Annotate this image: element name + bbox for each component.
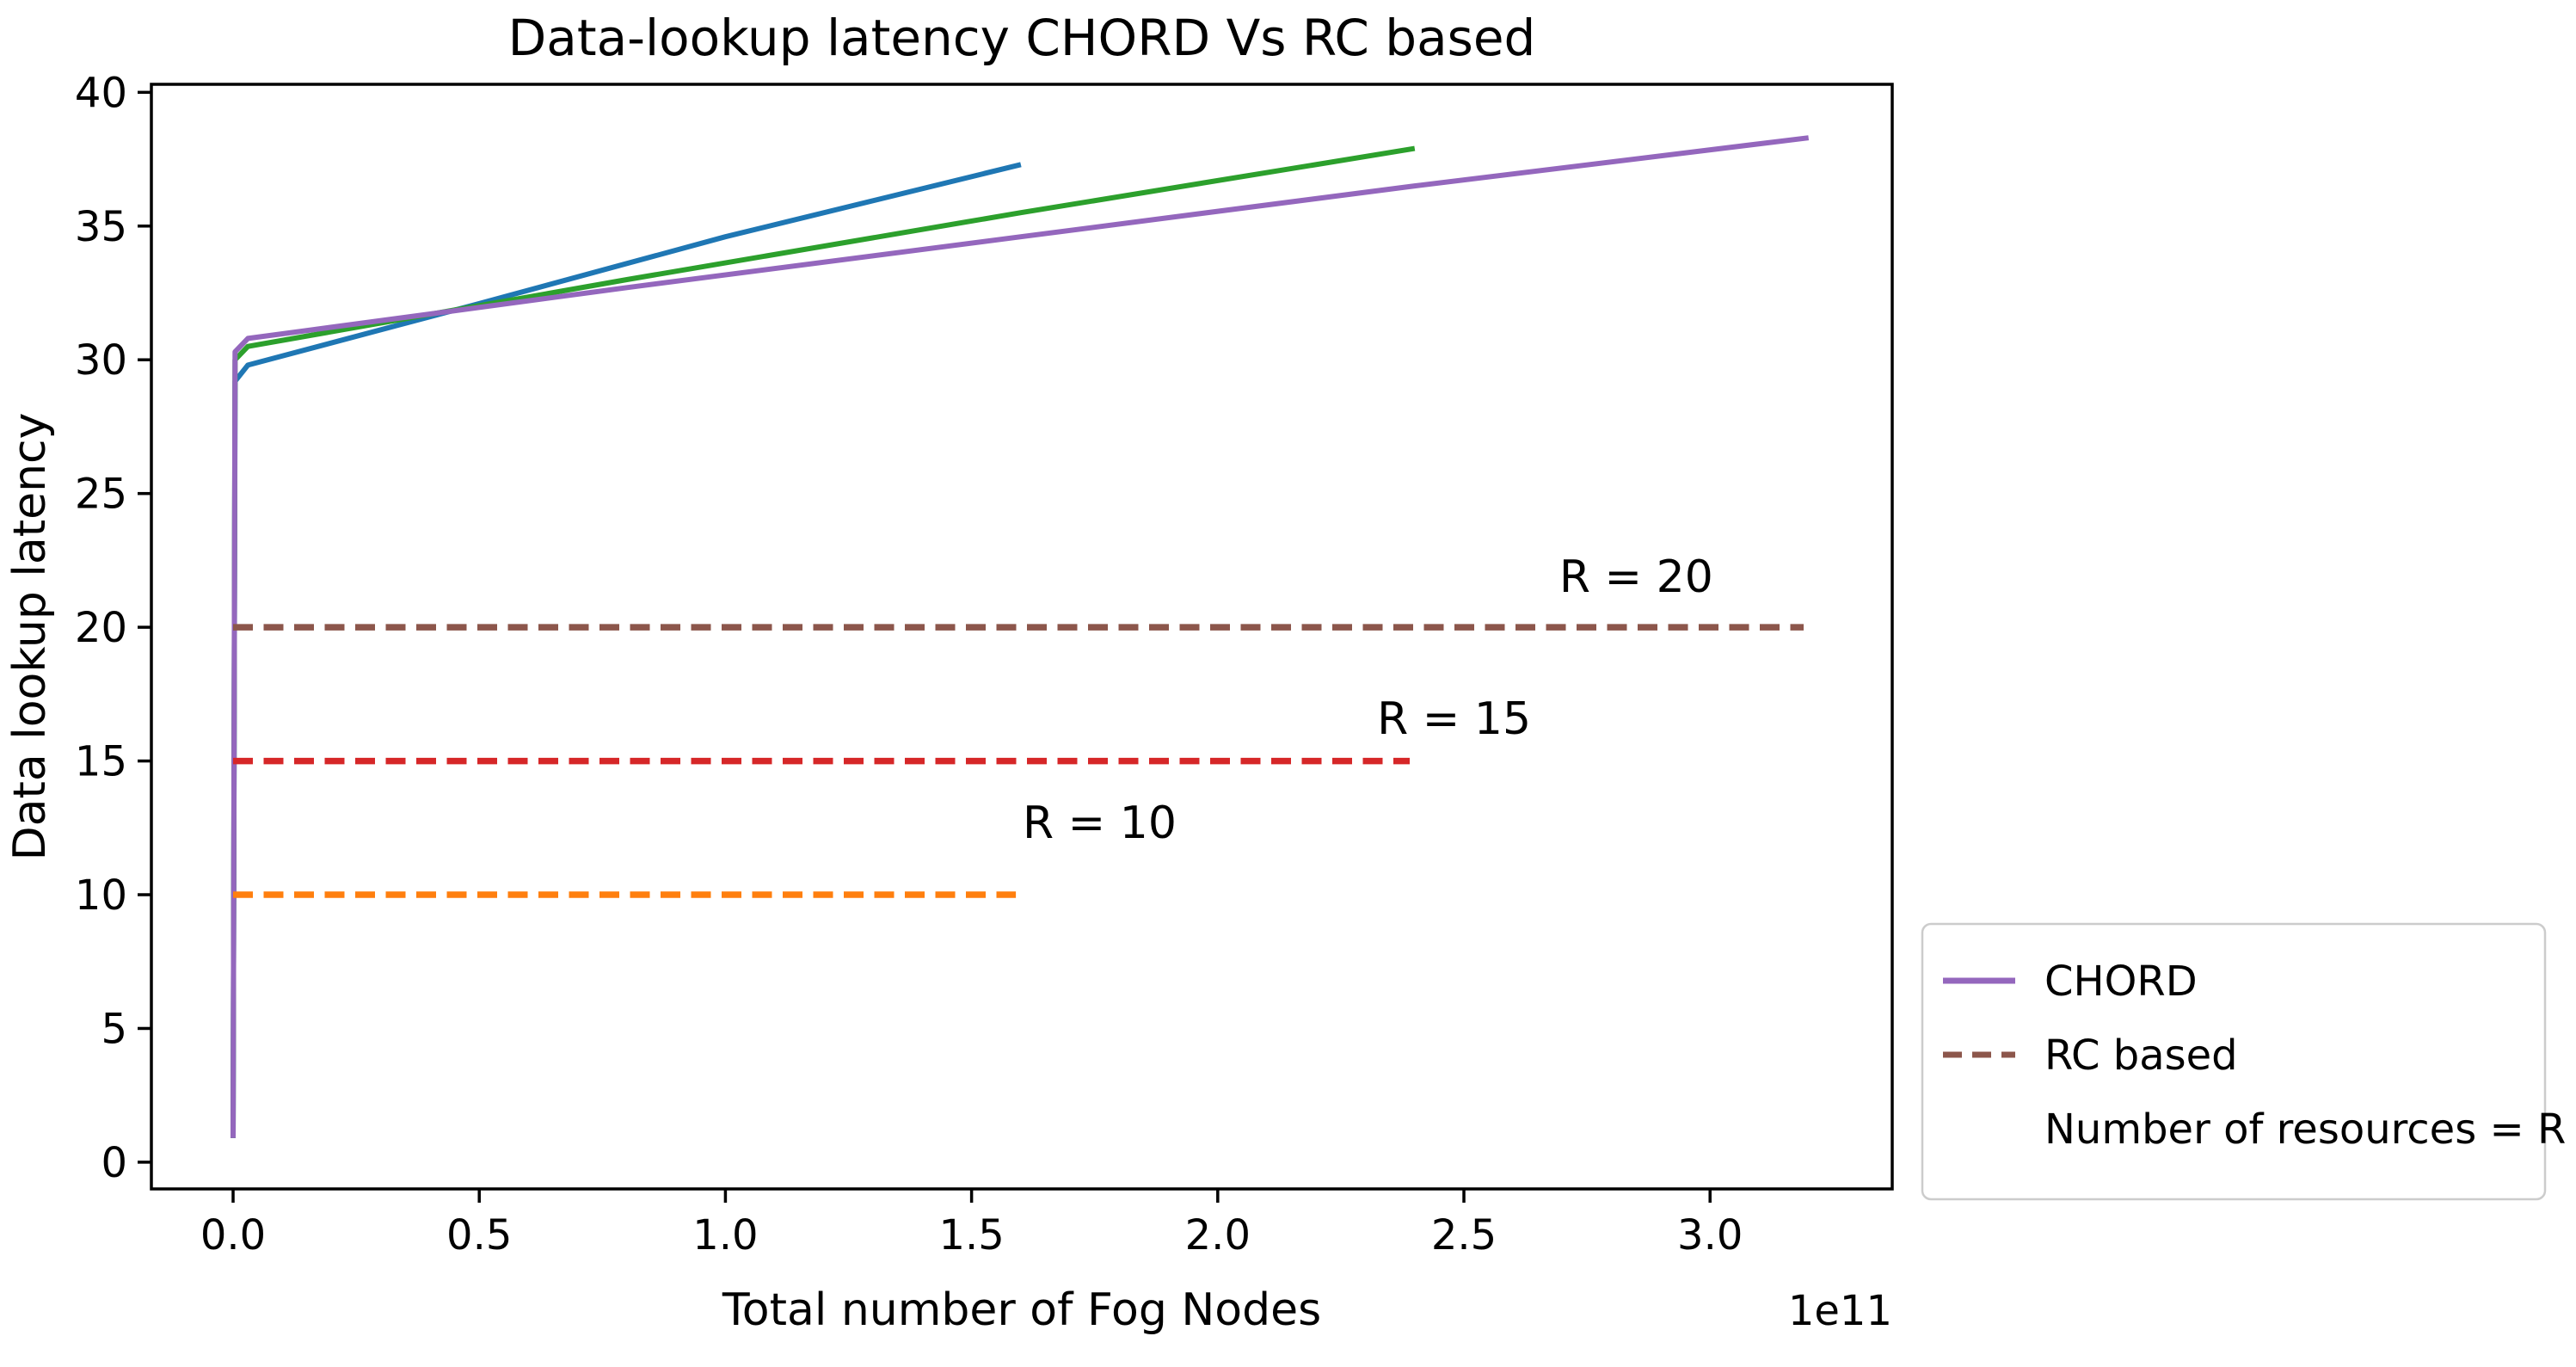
y-tick-label: 35 <box>75 203 127 251</box>
y-tick-label: 30 <box>75 336 127 385</box>
y-tick-label: 40 <box>75 69 127 117</box>
legend-entry-chord: CHORD <box>1943 958 2198 1006</box>
x-tick-label: 0.0 <box>200 1211 266 1259</box>
y-axis-label: Data lookup latency <box>4 413 56 861</box>
chord-line <box>231 135 1810 1138</box>
plot-area <box>150 83 1894 1191</box>
x-tick-label: 2.5 <box>1431 1211 1497 1259</box>
x-axis: 0.0 0.5 1.0 1.5 2.0 2.5 3.0 <box>200 1189 1743 1259</box>
y-tick-label: 15 <box>75 738 127 786</box>
x-offset-label: 1e11 <box>1788 1287 1892 1335</box>
r-value-annotation: R = 20 <box>1559 551 1713 603</box>
legend: CHORD RC based Number of resources = R <box>1921 922 2566 1201</box>
series-lines <box>231 135 1810 1138</box>
x-axis-label: Total number of Fog Nodes <box>722 1284 1321 1336</box>
legend-entry-rc-based: RC based <box>1943 1031 2238 1080</box>
x-tick-label: 3.0 <box>1677 1211 1743 1259</box>
y-tick-label: 10 <box>75 871 127 920</box>
x-tick-label: 2.0 <box>1185 1211 1251 1259</box>
chord-line <box>231 145 1416 1138</box>
chart-title: Data-lookup latency CHORD Vs RC based <box>508 9 1536 67</box>
y-tick-label: 25 <box>75 471 127 519</box>
legend-label: RC based <box>2044 1031 2238 1080</box>
legend-box <box>1921 922 2547 1201</box>
annotations: R = 10 R = 15 R = 20 <box>1023 551 1713 849</box>
legend-label: Number of resources = R <box>2044 1105 2566 1154</box>
r-value-annotation: R = 15 <box>1377 693 1531 745</box>
chord-line <box>231 162 1022 1138</box>
r-value-annotation: R = 10 <box>1023 797 1177 849</box>
x-tick-label: 1.5 <box>938 1211 1004 1259</box>
y-tick-label: 20 <box>75 604 127 652</box>
x-tick-label: 1.0 <box>692 1211 758 1259</box>
legend-entry-resources: Number of resources = R <box>2044 1105 2566 1154</box>
y-tick-label: 0 <box>101 1139 127 1187</box>
y-tick-label: 5 <box>101 1005 127 1053</box>
legend-label: CHORD <box>2044 958 2198 1006</box>
y-axis: 0 5 10 15 20 25 30 35 40 <box>75 69 151 1187</box>
x-tick-label: 0.5 <box>446 1211 512 1259</box>
